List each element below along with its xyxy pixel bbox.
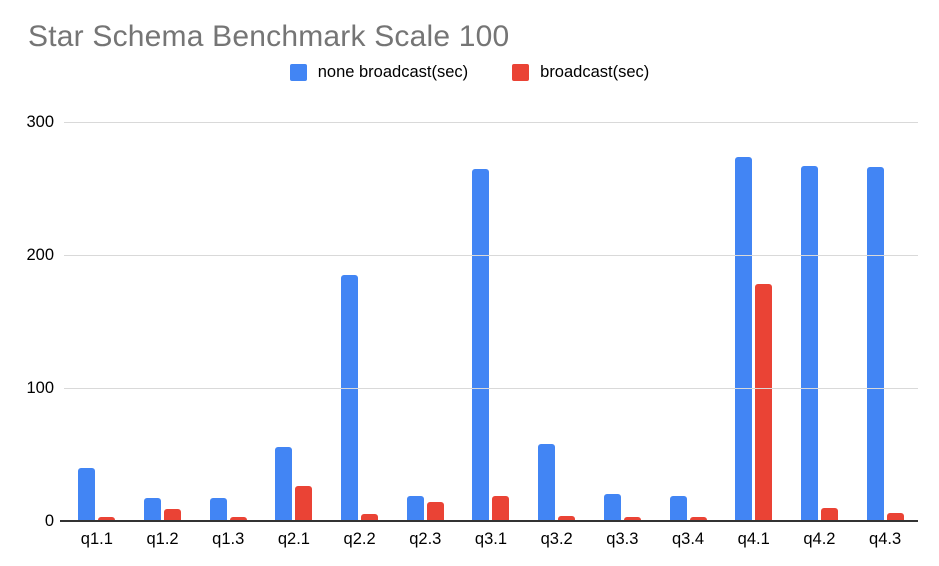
bar-group-q2.3 <box>392 122 458 521</box>
legend-label: none broadcast(sec) <box>317 63 469 81</box>
bar-group-q3.4 <box>655 122 721 521</box>
gridline-100 <box>64 388 918 389</box>
y-tick-label-100: 100 <box>26 379 54 397</box>
bar-q3.1-broadcast <box>492 495 510 521</box>
legend-swatch-blue <box>289 64 307 81</box>
x-axis: q1.1 q1.2 q1.3 q2.1 q2.2 q2.3 q3.1 q3.2 q3.3 q3.4… <box>64 530 918 549</box>
bar-q3.1-none-broadcast <box>472 168 490 521</box>
bar-q2.1-none-broadcast <box>275 446 293 521</box>
bar-q3.3-none-broadcast <box>603 494 621 521</box>
bar-q3.3-broadcast <box>623 517 641 521</box>
bar-q3.2-broadcast <box>558 515 576 521</box>
bar-q4.1-none-broadcast <box>735 156 753 521</box>
x-tick-label-q4.2: q4.2 <box>803 530 836 548</box>
bar-q1.3-none-broadcast <box>209 498 227 521</box>
gridline-300 <box>64 122 918 123</box>
x-tick-label-q3.2: q3.2 <box>540 530 573 548</box>
bars-row <box>64 122 918 521</box>
x-tick-label-q3.3: q3.3 <box>606 530 639 548</box>
x-tick-label-q2.3: q2.3 <box>409 530 442 548</box>
bar-q4.3-none-broadcast <box>866 167 884 521</box>
bar-q3.4-broadcast <box>689 517 707 521</box>
bar-group-q1.3 <box>195 122 261 521</box>
legend-swatch-red <box>512 64 530 81</box>
bar-group-q3.3 <box>590 122 656 521</box>
x-tick-label-q4.3: q4.3 <box>869 530 902 548</box>
bar-q1.2-none-broadcast <box>144 498 162 521</box>
bar-q4.3-broadcast <box>886 513 904 521</box>
x-tick-label-q3.1: q3.1 <box>474 530 508 548</box>
bar-q2.1-broadcast <box>295 486 313 521</box>
bar-q3.4-none-broadcast <box>669 495 687 521</box>
x-tick-label-q1.2: q1.2 <box>146 530 179 548</box>
legend: none broadcast(sec) broadcast(sec) <box>0 63 939 82</box>
x-tick-label-q2.1: q2.1 <box>277 530 310 548</box>
chart-title: Star Schema Benchmark Scale 100 <box>28 20 510 53</box>
plot-area <box>60 122 918 522</box>
bar-group-q3.2 <box>524 122 590 521</box>
bar-q3.2-none-broadcast <box>538 443 556 521</box>
legend-label: broadcast(sec) <box>540 63 650 81</box>
y-tick-label-200: 200 <box>26 246 54 264</box>
x-tick-label-q3.4: q3.4 <box>671 530 705 548</box>
x-axis-line <box>60 520 918 522</box>
bar-group-q4.3 <box>852 122 918 521</box>
bar-q1.1-none-broadcast <box>78 467 96 521</box>
bar-group-q4.2 <box>787 122 853 521</box>
bar-group-q3.1 <box>458 122 524 521</box>
bar-q2.3-broadcast <box>426 502 444 521</box>
gridline-200 <box>64 255 918 256</box>
x-tick-label-q1.3: q1.3 <box>212 530 245 548</box>
x-tick-label-q1.1: q1.1 <box>80 530 113 548</box>
bar-group-q4.1 <box>721 122 787 521</box>
bar-group-q1.1 <box>64 122 130 521</box>
bar-q1.1-broadcast <box>98 517 116 521</box>
y-axis: 0 100 200 300 <box>0 0 54 566</box>
x-tick-label-q2.2: q2.2 <box>343 530 376 548</box>
y-tick-label-0: 0 <box>44 512 54 530</box>
bar-group-q2.2 <box>327 122 393 521</box>
legend-item-none-broadcast: none broadcast(sec) <box>289 63 469 82</box>
bar-q4.2-broadcast <box>820 507 838 521</box>
bar-q2.3-none-broadcast <box>406 495 424 521</box>
bar-q2.2-broadcast <box>361 514 379 521</box>
bar-q1.3-broadcast <box>229 517 247 521</box>
bar-group-q1.2 <box>130 122 196 521</box>
bar-group-q2.1 <box>261 122 327 521</box>
x-tick-label-q4.1: q4.1 <box>737 530 770 548</box>
legend-item-broadcast: broadcast(sec) <box>512 63 649 82</box>
bar-q4.1-broadcast <box>755 284 773 521</box>
bar-q2.2-none-broadcast <box>341 274 359 521</box>
bar-q1.2-broadcast <box>164 509 182 521</box>
bar-q4.2-none-broadcast <box>800 165 818 521</box>
y-tick-label-300: 300 <box>26 113 54 131</box>
